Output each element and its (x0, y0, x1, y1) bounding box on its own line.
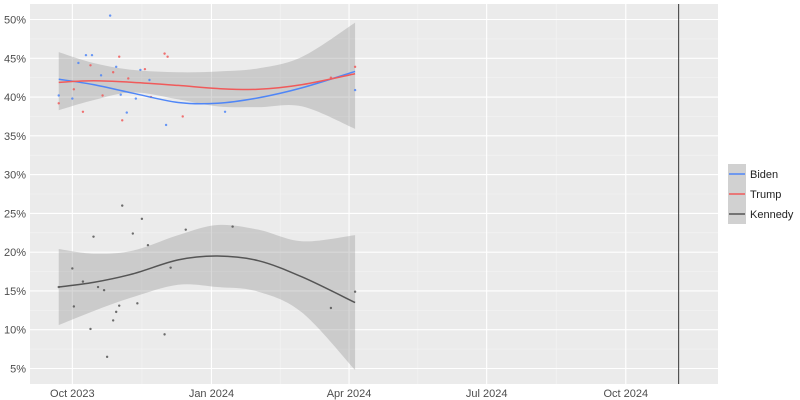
x-tick-label: Jul 2024 (466, 388, 508, 400)
data-point-trump (57, 102, 60, 105)
data-point-kennedy (231, 225, 234, 228)
data-point-biden (57, 94, 60, 97)
y-tick-label: 20% (4, 247, 26, 259)
y-tick-label: 45% (4, 53, 26, 65)
y-tick-label: 15% (4, 286, 26, 298)
data-point-trump (166, 55, 169, 58)
data-point-trump (81, 110, 85, 113)
data-point-trump (121, 119, 124, 122)
data-point-kennedy (96, 285, 100, 289)
data-point-trump (143, 67, 147, 71)
data-point-kennedy (353, 290, 357, 293)
data-point-trump (163, 52, 166, 55)
data-point-trump (181, 115, 184, 118)
y-tick-label: 40% (4, 92, 26, 104)
data-point-kennedy (111, 319, 115, 322)
data-point-kennedy (89, 327, 92, 331)
data-point-trump (72, 88, 76, 91)
data-point-biden (114, 65, 118, 69)
data-point-biden (223, 110, 227, 113)
data-point-kennedy (163, 333, 166, 336)
trend-line-kennedy (58, 255, 356, 304)
data-point-kennedy (81, 280, 85, 283)
data-point-kennedy (146, 243, 150, 247)
data-point-biden (90, 53, 94, 57)
data-point-kennedy (114, 310, 118, 314)
data-point-kennedy (131, 232, 135, 235)
data-point-trump (127, 77, 130, 80)
y-tick-label: 5% (10, 363, 26, 375)
data-point-biden (71, 97, 74, 100)
y-tick-label: 50% (4, 15, 26, 27)
data-point-trump (101, 94, 104, 97)
data-point-kennedy (169, 266, 172, 269)
trend-line-biden (58, 70, 356, 105)
y-tick-label: 35% (4, 131, 26, 143)
data-point-kennedy (184, 228, 187, 231)
data-point-trump (353, 65, 357, 69)
data-point-kennedy (118, 304, 121, 307)
trend-line-trump (58, 73, 356, 91)
data-point-biden (108, 14, 112, 17)
legend-label-biden: Biden (750, 169, 778, 181)
data-point-biden (164, 123, 168, 127)
data-point-biden (148, 78, 151, 82)
y-tick-label: 10% (4, 325, 26, 337)
data-point-kennedy (136, 302, 139, 305)
data-point-biden (119, 93, 122, 96)
data-point-biden (77, 61, 80, 65)
data-point-trump (89, 64, 92, 67)
y-tick-label: 30% (4, 170, 26, 182)
data-point-biden (134, 97, 138, 100)
data-point-trump (118, 55, 121, 58)
data-point-kennedy (92, 235, 95, 238)
data-point-kennedy (72, 305, 76, 308)
confidence-ribbon-kennedy (58, 224, 356, 371)
data-point-kennedy (105, 355, 109, 359)
x-tick-label: Oct 2024 (603, 388, 648, 400)
legend-label-trump: Trump (750, 189, 781, 201)
data-point-biden (99, 74, 103, 77)
data-point-kennedy (71, 267, 74, 270)
x-tick-label: Apr 2024 (327, 388, 372, 400)
data-point-biden (353, 88, 357, 92)
data-point-kennedy (140, 217, 144, 221)
data-point-biden (139, 68, 142, 72)
data-point-kennedy (102, 288, 106, 292)
x-tick-label: Jan 2024 (189, 388, 234, 400)
data-point-biden (84, 53, 88, 57)
data-point-biden (125, 111, 128, 114)
data-point-trump (111, 71, 115, 74)
data-point-kennedy (329, 306, 333, 310)
legend-label-kennedy: Kennedy (750, 209, 794, 221)
x-tick-label: Oct 2023 (50, 388, 95, 400)
data-point-kennedy (121, 204, 124, 207)
confidence-ribbon-trump (58, 22, 356, 129)
y-tick-label: 25% (4, 208, 26, 220)
